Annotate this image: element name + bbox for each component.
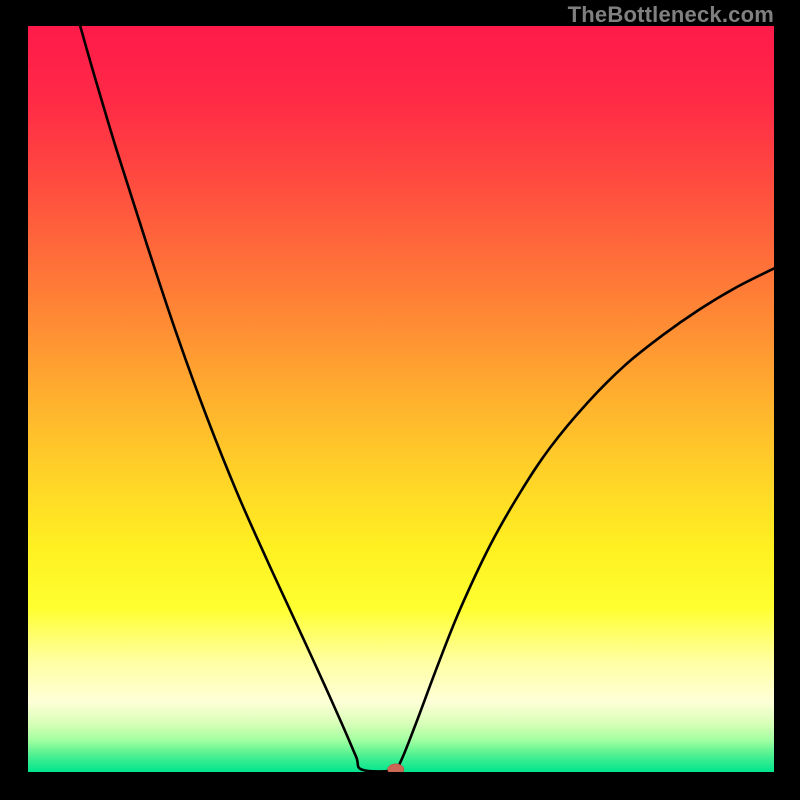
gradient-background	[28, 26, 774, 772]
watermark-text: TheBottleneck.com	[568, 2, 774, 28]
bottleneck-chart	[28, 26, 774, 772]
